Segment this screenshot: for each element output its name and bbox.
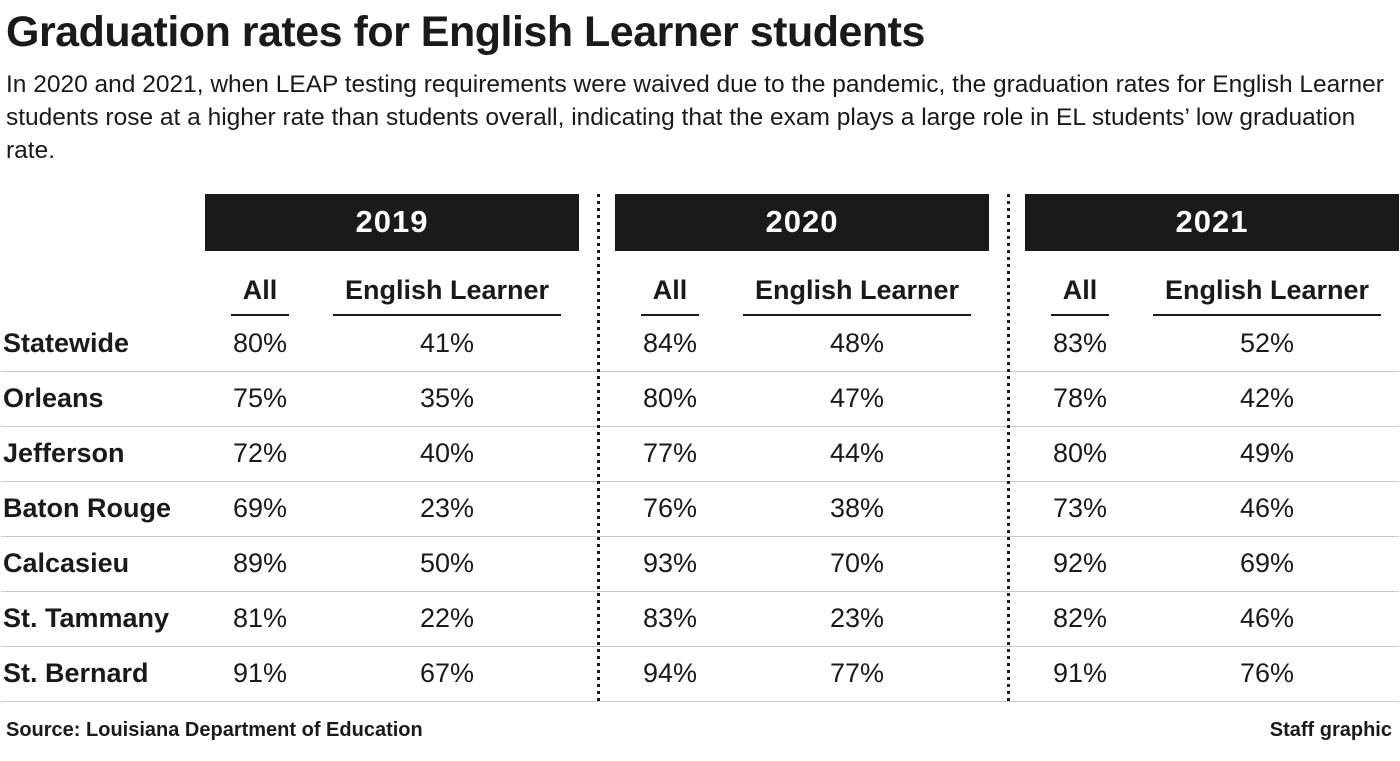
cell-value: 81% [232, 603, 288, 634]
cell-value: 67% [419, 658, 475, 689]
cell-value: 50% [419, 548, 475, 579]
column-header-label: All [1050, 275, 1110, 316]
cell-value: 70% [829, 548, 885, 579]
cell-value: 41% [419, 328, 475, 359]
column-header-label: All [230, 275, 290, 316]
cell-value: 38% [829, 493, 885, 524]
cell-value: 82% [1052, 603, 1108, 634]
cell-value: 46% [1239, 603, 1295, 634]
cell-value: 48% [829, 328, 885, 359]
cell-value: 72% [232, 438, 288, 469]
staff-credit: Staff graphic [1269, 718, 1392, 741]
row-label: Statewide [3, 328, 130, 359]
cell-value: 69% [232, 493, 288, 524]
row-label: St. Bernard [3, 658, 149, 689]
column-header-all-2019: All [205, 275, 315, 316]
row-label: Calcasieu [3, 548, 130, 579]
cell-value: 76% [642, 493, 698, 524]
column-header-all-2020: All [615, 275, 725, 316]
graduation-rates-table: 2019 2020 2021 All English Learner All E… [1, 193, 1399, 702]
cell-value: 83% [642, 603, 698, 634]
cell-value: 91% [1052, 658, 1108, 689]
cell-value: 69% [1239, 548, 1295, 579]
column-header-english-learner-2019: English Learner [315, 275, 579, 316]
cell-value: 35% [419, 383, 475, 414]
year-bar-2020: 2020 [615, 193, 989, 251]
table-row-jefferson: Jefferson 72% 40% 77% 44% 80% 49% [1, 427, 1399, 482]
cell-value: 49% [1239, 438, 1295, 469]
cell-value: 44% [829, 438, 885, 469]
cell-value: 47% [829, 383, 885, 414]
cell-value: 80% [232, 328, 288, 359]
row-label: St. Tammany [3, 603, 170, 634]
footer: Source: Louisiana Department of Educatio… [0, 719, 1400, 742]
row-label: Baton Rouge [3, 493, 171, 524]
cell-value: 40% [419, 438, 475, 469]
year-header-row: 2019 2020 2021 [1, 193, 1399, 251]
column-header-english-learner-2021: English Learner [1135, 275, 1399, 316]
year-bar-2019: 2019 [205, 193, 579, 251]
cell-value: 23% [419, 493, 475, 524]
chart-description: In 2020 and 2021, when LEAP testing requ… [6, 71, 1384, 165]
row-label: Jefferson [3, 438, 125, 469]
cell-value: 76% [1239, 658, 1295, 689]
source-credit: Source: Louisiana Department of Educatio… [6, 718, 423, 741]
table-row-statewide: Statewide 80% 41% 84% 48% 83% 52% [1, 317, 1399, 372]
dotted-separator-2 [1007, 193, 1010, 702]
cell-value: 78% [1052, 383, 1108, 414]
page-title: Graduation rates for English Learner stu… [6, 8, 925, 56]
table-row-orleans: Orleans 75% 35% 80% 47% 78% 42% [1, 372, 1399, 427]
column-header-label: English Learner [332, 275, 562, 316]
year-bar-2021: 2021 [1025, 193, 1399, 251]
column-header-english-learner-2020: English Learner [725, 275, 989, 316]
cell-value: 92% [1052, 548, 1108, 579]
header-spacer [1, 194, 205, 251]
cell-value: 93% [642, 548, 698, 579]
cell-value: 94% [642, 658, 698, 689]
cell-value: 73% [1052, 493, 1108, 524]
column-header-label: English Learner [742, 275, 972, 316]
dotted-separator-1 [597, 193, 600, 702]
column-header-label: All [640, 275, 700, 316]
table-row-calcasieu: Calcasieu 89% 50% 93% 70% 92% 69% [1, 537, 1399, 592]
table-row-st-tammany: St. Tammany 81% 22% 83% 23% 82% 46% [1, 592, 1399, 647]
row-label: Orleans [3, 383, 104, 414]
cell-value: 80% [1052, 438, 1108, 469]
cell-value: 89% [232, 548, 288, 579]
cell-value: 80% [642, 383, 698, 414]
cell-value: 84% [642, 328, 698, 359]
column-header-row: All English Learner All English Learner … [1, 251, 1399, 317]
cell-value: 75% [232, 383, 288, 414]
table-row-st-bernard: St. Bernard 91% 67% 94% 77% 91% 76% [1, 647, 1399, 702]
column-header-all-2021: All [1025, 275, 1135, 316]
cell-value: 77% [829, 658, 885, 689]
cell-value: 23% [829, 603, 885, 634]
cell-value: 77% [642, 438, 698, 469]
cell-value: 22% [419, 603, 475, 634]
cell-value: 46% [1239, 493, 1295, 524]
table-row-baton-rouge: Baton Rouge 69% 23% 76% 38% 73% 46% [1, 482, 1399, 537]
cell-value: 91% [232, 658, 288, 689]
cell-value: 52% [1239, 328, 1295, 359]
cell-value: 83% [1052, 328, 1108, 359]
cell-value: 42% [1239, 383, 1295, 414]
column-header-label: English Learner [1152, 275, 1382, 316]
